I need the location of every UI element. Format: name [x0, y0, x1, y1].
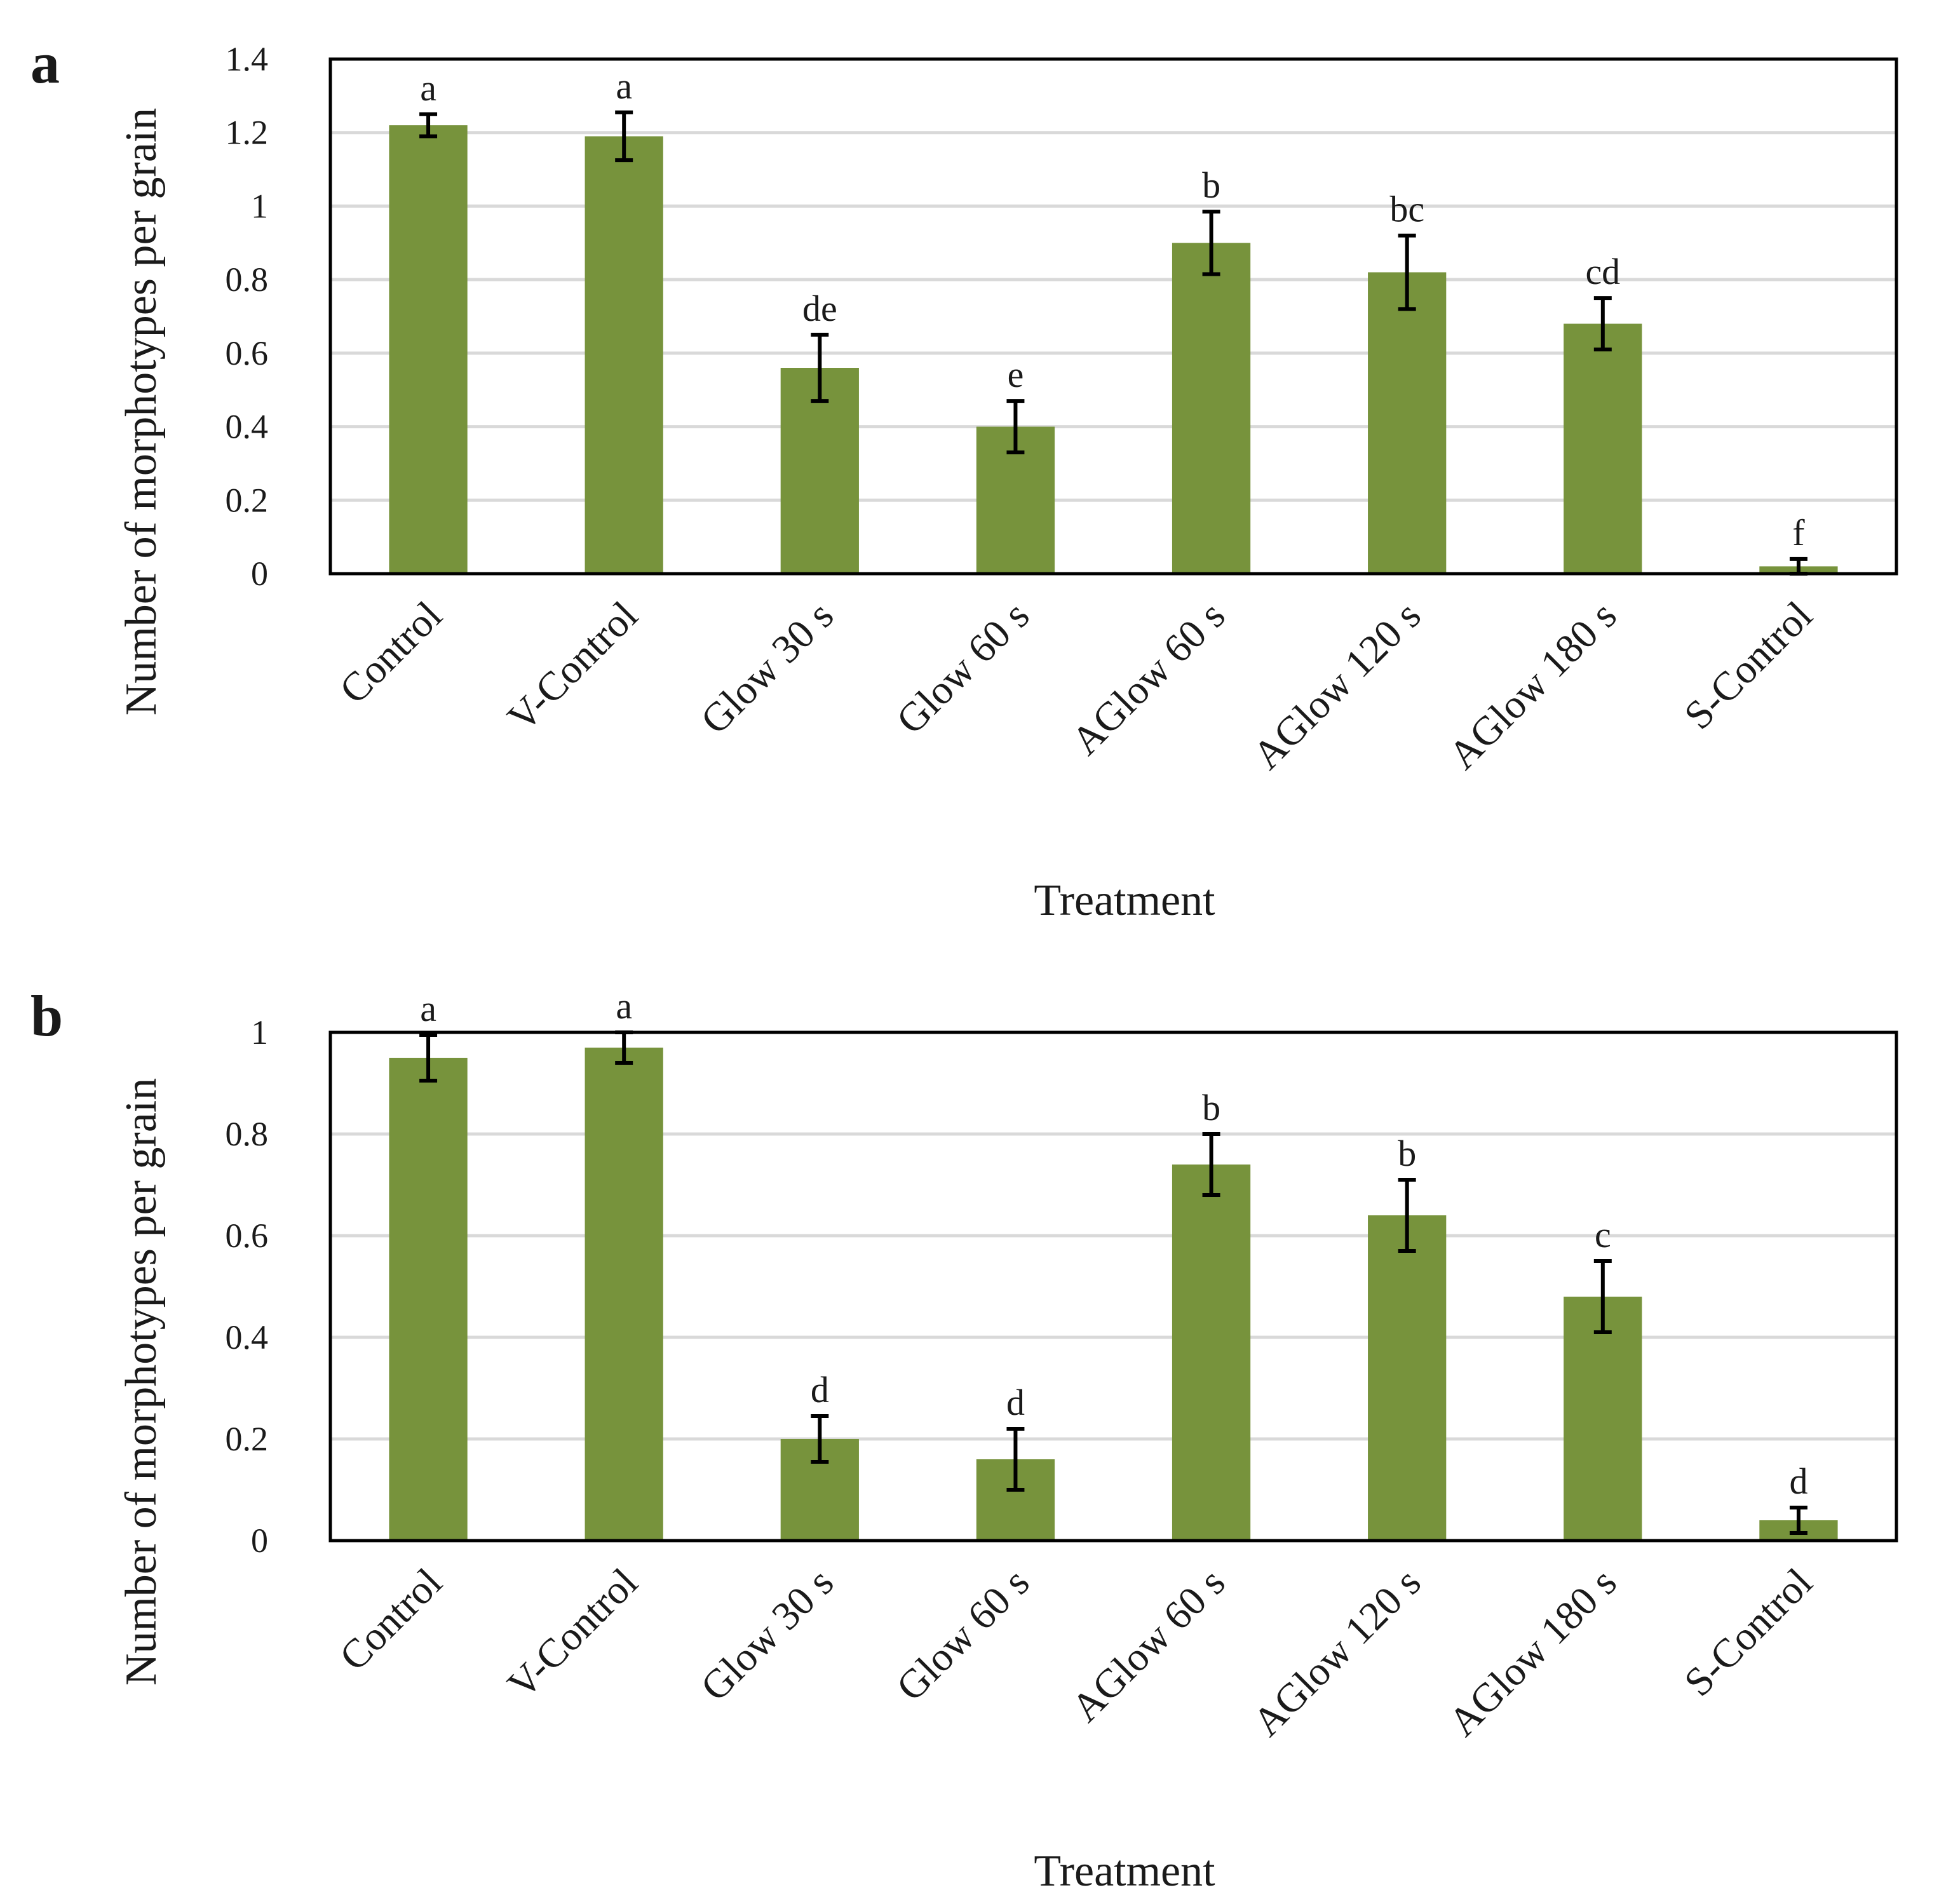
panel-a-bar [1368, 272, 1447, 574]
panel-b-significance-letters: a a d d b b c d [420, 985, 1807, 1502]
panel-a-category-label: Glow 30 s [692, 593, 842, 743]
panel-a-bars [389, 125, 1838, 574]
panel-a-y-tick-label: 0.2 [226, 481, 269, 519]
panel-a-bar [389, 125, 468, 574]
panel-a-bar [1172, 243, 1251, 574]
panel-b-error-bars [419, 1030, 1807, 1535]
panel-a-error-bar [1006, 399, 1025, 455]
panel-b-letter: b [30, 983, 63, 1048]
panel-a-error-bar [615, 110, 633, 163]
panel-a-error-bar [811, 332, 829, 403]
panel-a: a a a de e b bc cd f 0 0.2 0.4 0.6 0.8 1 1.2 1.4 Contr… [30, 30, 1898, 925]
panel-b-category-label: S-Control [1675, 1560, 1821, 1705]
panel-a-y-tick-label: 1 [251, 187, 268, 225]
panel-b-y-tick-label: 0.2 [226, 1420, 269, 1458]
panel-a-y-tick-label: 1.4 [226, 40, 269, 78]
panel-a-plot-frame [328, 57, 1898, 576]
panel-b-category-label: AGlow 180 s [1440, 1560, 1625, 1745]
panel-a-significance-letter: cd [1585, 251, 1620, 292]
panel-b-category-label: AGlow 60 s [1063, 1560, 1234, 1731]
panel-b-significance-letter: d [811, 1369, 829, 1410]
panel-b-error-bar [1202, 1132, 1220, 1197]
panel-a-letter: a [30, 30, 60, 95]
panel-b-bar [1564, 1297, 1642, 1541]
panel-b-significance-letter: c [1595, 1214, 1611, 1255]
panel-b-y-ticks: 0 0.2 0.4 0.6 0.8 1 [226, 1013, 269, 1560]
panel-b-y-tick-label: 1 [251, 1013, 268, 1051]
panel-a-x-ticks: Control V-Control Glow 30 s Glow 60 s AGlow … [330, 593, 1820, 778]
panel-b-y-tick-label: 0.8 [226, 1115, 269, 1153]
panel-b-bar [389, 1058, 468, 1541]
panel-a-category-label: AGlow 180 s [1440, 593, 1625, 778]
panel-b-x-ticks: Control V-Control Glow 30 s Glow 60 s AGlow … [330, 1560, 1820, 1745]
panel-b-category-label: Control [330, 1560, 450, 1679]
panel-a-significance-letters: a a de e b bc cd f [420, 65, 1805, 553]
panel-b-category-label: Glow 30 s [692, 1560, 842, 1710]
panel-a-significance-letter: bc [1389, 189, 1424, 230]
panel-b-bar [584, 1048, 663, 1541]
panel-b-significance-letter: a [616, 985, 632, 1027]
panel-b-error-bar [419, 1033, 438, 1083]
panel-b-error-bar [1593, 1259, 1612, 1334]
panel-a-error-bars [419, 110, 1807, 576]
panel-b-gridlines [330, 1132, 1896, 1441]
panel-b-error-bar [1398, 1178, 1416, 1253]
panel-a-y-ticks: 0 0.2 0.4 0.6 0.8 1 1.2 1.4 [226, 40, 269, 593]
panel-a-error-bar [1593, 296, 1612, 352]
panel-a-gridlines [330, 131, 1896, 502]
panel-b-error-bar [1789, 1506, 1807, 1535]
panel-a-category-label: AGlow 120 s [1244, 593, 1429, 778]
panel-a-significance-letter: a [420, 67, 436, 109]
panel-b-significance-letter: b [1202, 1087, 1220, 1128]
panel-b-bars [389, 1048, 1838, 1541]
panel-b-category-label: AGlow 120 s [1244, 1560, 1429, 1745]
panel-a-significance-letter: a [616, 65, 632, 107]
panel-b-error-bar [1006, 1427, 1025, 1492]
panel-a-significance-letter: de [802, 288, 837, 329]
panel-a-significance-letter: b [1202, 165, 1220, 206]
panel-b-error-bar [811, 1414, 829, 1464]
panel-b-category-label: Glow 60 s [888, 1560, 1037, 1710]
panel-b-plot-frame [328, 1030, 1898, 1543]
panel-a-category-label: AGlow 60 s [1063, 593, 1234, 764]
panel-b-x-axis-title: Treatment [1034, 1847, 1215, 1896]
panel-b-significance-letter: d [1789, 1461, 1807, 1502]
panel-a-error-bar [1398, 233, 1416, 311]
panel-b-significance-letter: d [1006, 1382, 1025, 1423]
panel-a-y-tick-label: 0.6 [226, 334, 269, 372]
panel-a-bar [1564, 323, 1642, 574]
panel-a-category-label: S-Control [1675, 593, 1821, 738]
panel-b-bar [1172, 1165, 1251, 1541]
panel-a-x-axis-title: Treatment [1034, 876, 1215, 925]
panel-b-significance-letter: a [420, 988, 436, 1029]
panel-a-category-label: V-Control [499, 593, 646, 740]
panel-a-y-tick-label: 0.8 [226, 260, 269, 299]
panel-a-y-tick-label: 0.4 [226, 408, 269, 446]
panel-a-significance-letter: f [1792, 512, 1805, 553]
panel-b: b a a d d b b c d 0 0.2 0.4 0.6 0.8 1 Control V-Contr… [30, 983, 1898, 1896]
panel-a-category-label: Control [330, 593, 450, 712]
panel-b-y-tick-label: 0.6 [226, 1217, 269, 1255]
panel-b-y-tick-label: 0 [251, 1522, 268, 1560]
panel-b-bar [1368, 1215, 1447, 1541]
panel-a-error-bar [419, 112, 438, 138]
panel-a-significance-letter: e [1008, 354, 1024, 395]
panel-b-significance-letter: b [1398, 1133, 1416, 1174]
panel-b-y-axis-title: Number of morphotypes per grain [117, 1078, 166, 1685]
panel-a-y-tick-label: 1.2 [226, 114, 269, 152]
panel-a-bar [584, 136, 663, 574]
panel-a-y-axis-title: Number of morphotypes per grain [117, 108, 166, 715]
panel-a-category-label: Glow 60 s [888, 593, 1037, 743]
panel-a-y-tick-label: 0 [251, 555, 268, 593]
panel-b-category-label: V-Control [499, 1560, 646, 1707]
panel-b-y-tick-label: 0.4 [226, 1318, 269, 1356]
panel-a-error-bar [1202, 210, 1220, 276]
